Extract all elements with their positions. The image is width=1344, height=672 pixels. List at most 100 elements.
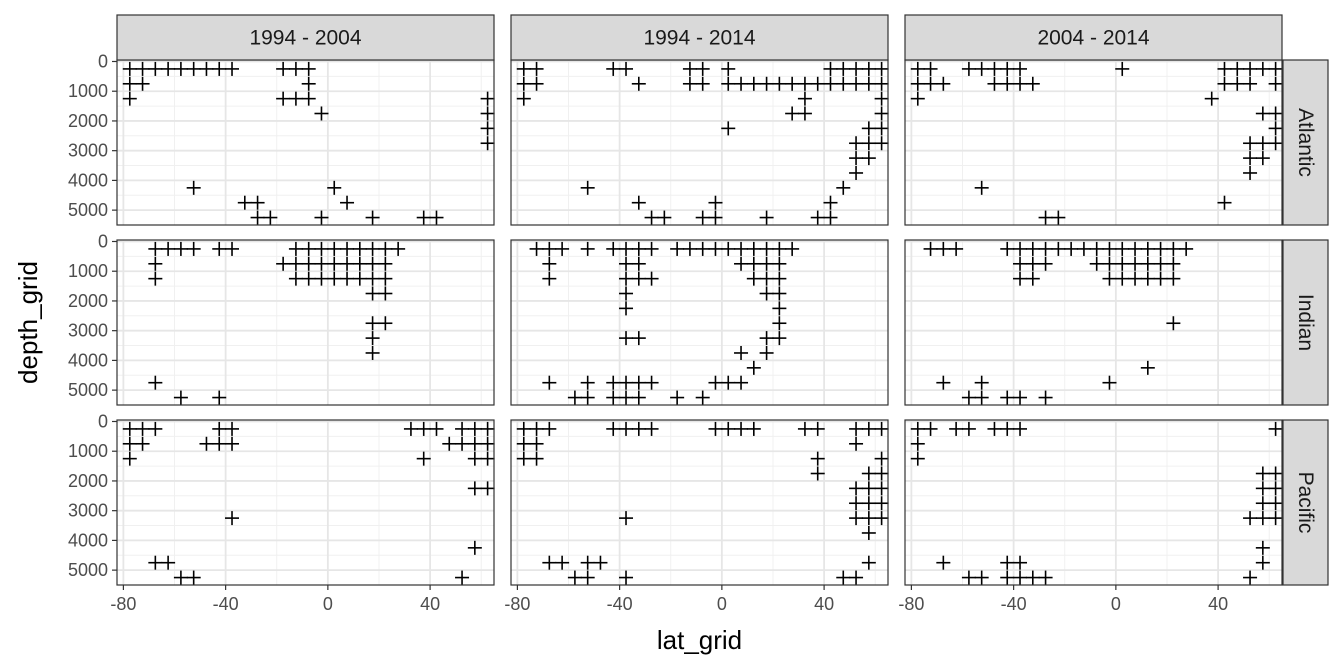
data-point-plus xyxy=(849,151,864,166)
data-point-plus xyxy=(874,76,889,91)
data-point-plus xyxy=(1230,61,1245,76)
panel-border xyxy=(116,239,495,406)
data-point-plus xyxy=(874,511,889,526)
data-point-plus xyxy=(378,286,393,301)
data-point-plus xyxy=(378,316,393,331)
data-point-plus xyxy=(352,256,367,271)
data-point-plus xyxy=(542,256,557,271)
data-point-plus xyxy=(1000,570,1015,585)
data-point-plus xyxy=(199,436,214,451)
data-point-plus xyxy=(759,345,774,360)
data-point-plus xyxy=(161,61,176,76)
data-point-plus xyxy=(352,241,367,256)
data-point-plus xyxy=(682,241,697,256)
data-point-plus xyxy=(1000,421,1015,436)
x-tick-label: 40 xyxy=(814,594,834,614)
data-point-plus xyxy=(580,555,595,570)
data-point-plus xyxy=(148,271,163,286)
data-point-plus xyxy=(861,496,876,511)
data-point-plus xyxy=(1255,106,1270,121)
data-point-plus xyxy=(467,451,482,466)
grid-layer xyxy=(117,60,1282,585)
data-point-plus xyxy=(529,61,544,76)
data-point-plus xyxy=(619,241,634,256)
data-point-plus xyxy=(212,61,227,76)
data-point-plus xyxy=(225,436,240,451)
data-point-plus xyxy=(619,511,634,526)
data-point-plus xyxy=(1064,241,1079,256)
data-point-plus xyxy=(644,210,659,225)
y-tick-label: 3000 xyxy=(68,501,108,521)
data-point-plus xyxy=(365,241,380,256)
y-tick-label: 5000 xyxy=(68,200,108,220)
data-point-plus xyxy=(785,76,800,91)
data-point-plus xyxy=(836,76,851,91)
data-point-plus xyxy=(923,241,938,256)
data-point-plus xyxy=(746,241,761,256)
x-tick-label: 0 xyxy=(717,594,727,614)
data-point-plus xyxy=(1000,61,1015,76)
data-point-plus xyxy=(772,256,787,271)
y-tick-label: 5000 xyxy=(68,380,108,400)
data-point-plus xyxy=(797,76,812,91)
data-point-plus xyxy=(301,76,316,91)
data-point-plus xyxy=(810,466,825,481)
data-point-plus xyxy=(772,286,787,301)
data-point-plus xyxy=(314,241,329,256)
y-tick-label: 2000 xyxy=(68,111,108,131)
data-point-plus xyxy=(1268,61,1283,76)
data-point-plus xyxy=(721,121,736,136)
data-point-plus xyxy=(910,61,925,76)
data-point-plus xyxy=(823,195,838,210)
data-point-plus xyxy=(516,91,531,106)
data-point-plus xyxy=(734,421,749,436)
data-point-plus xyxy=(1268,121,1283,136)
y-tick-label: 3000 xyxy=(68,321,108,341)
data-point-plus xyxy=(1255,555,1270,570)
data-point-plus xyxy=(416,421,431,436)
data-point-plus xyxy=(135,436,150,451)
data-point-plus xyxy=(874,121,889,136)
panel-background xyxy=(117,60,494,225)
data-point-plus xyxy=(874,481,889,496)
data-point-plus xyxy=(212,241,227,256)
data-point-plus xyxy=(148,375,163,390)
panel-background xyxy=(511,420,888,585)
data-point-plus xyxy=(1013,570,1028,585)
data-point-plus xyxy=(516,76,531,91)
data-point-plus xyxy=(237,195,252,210)
data-point-plus xyxy=(480,436,495,451)
data-point-plus xyxy=(1255,151,1270,166)
data-point-plus xyxy=(949,241,964,256)
data-point-plus xyxy=(148,421,163,436)
data-point-plus xyxy=(378,241,393,256)
data-point-plus xyxy=(746,271,761,286)
data-point-plus xyxy=(631,271,646,286)
data-point-plus xyxy=(746,421,761,436)
data-point-plus xyxy=(1255,496,1270,511)
row-strip xyxy=(1282,419,1329,586)
data-point-plus xyxy=(314,256,329,271)
data-point-plus xyxy=(619,390,634,405)
data-point-plus xyxy=(429,210,444,225)
data-point-plus xyxy=(1243,151,1258,166)
data-point-plus xyxy=(936,375,951,390)
data-point-plus xyxy=(861,76,876,91)
data-point-plus xyxy=(1243,511,1258,526)
data-point-plus xyxy=(759,210,774,225)
data-point-plus xyxy=(631,421,646,436)
data-point-plus xyxy=(542,241,557,256)
x-axis-title: lat_grid xyxy=(657,625,742,655)
data-point-plus xyxy=(682,61,697,76)
data-point-plus xyxy=(1230,76,1245,91)
x-tick-label: 0 xyxy=(1111,594,1121,614)
data-point-plus xyxy=(1115,61,1130,76)
frames-layer xyxy=(112,14,1329,590)
data-point-plus xyxy=(467,481,482,496)
data-point-plus xyxy=(923,61,938,76)
data-point-plus xyxy=(1166,256,1181,271)
data-point-plus xyxy=(186,61,201,76)
data-point-plus xyxy=(961,421,976,436)
data-point-plus xyxy=(849,421,864,436)
data-point-plus xyxy=(1013,76,1028,91)
